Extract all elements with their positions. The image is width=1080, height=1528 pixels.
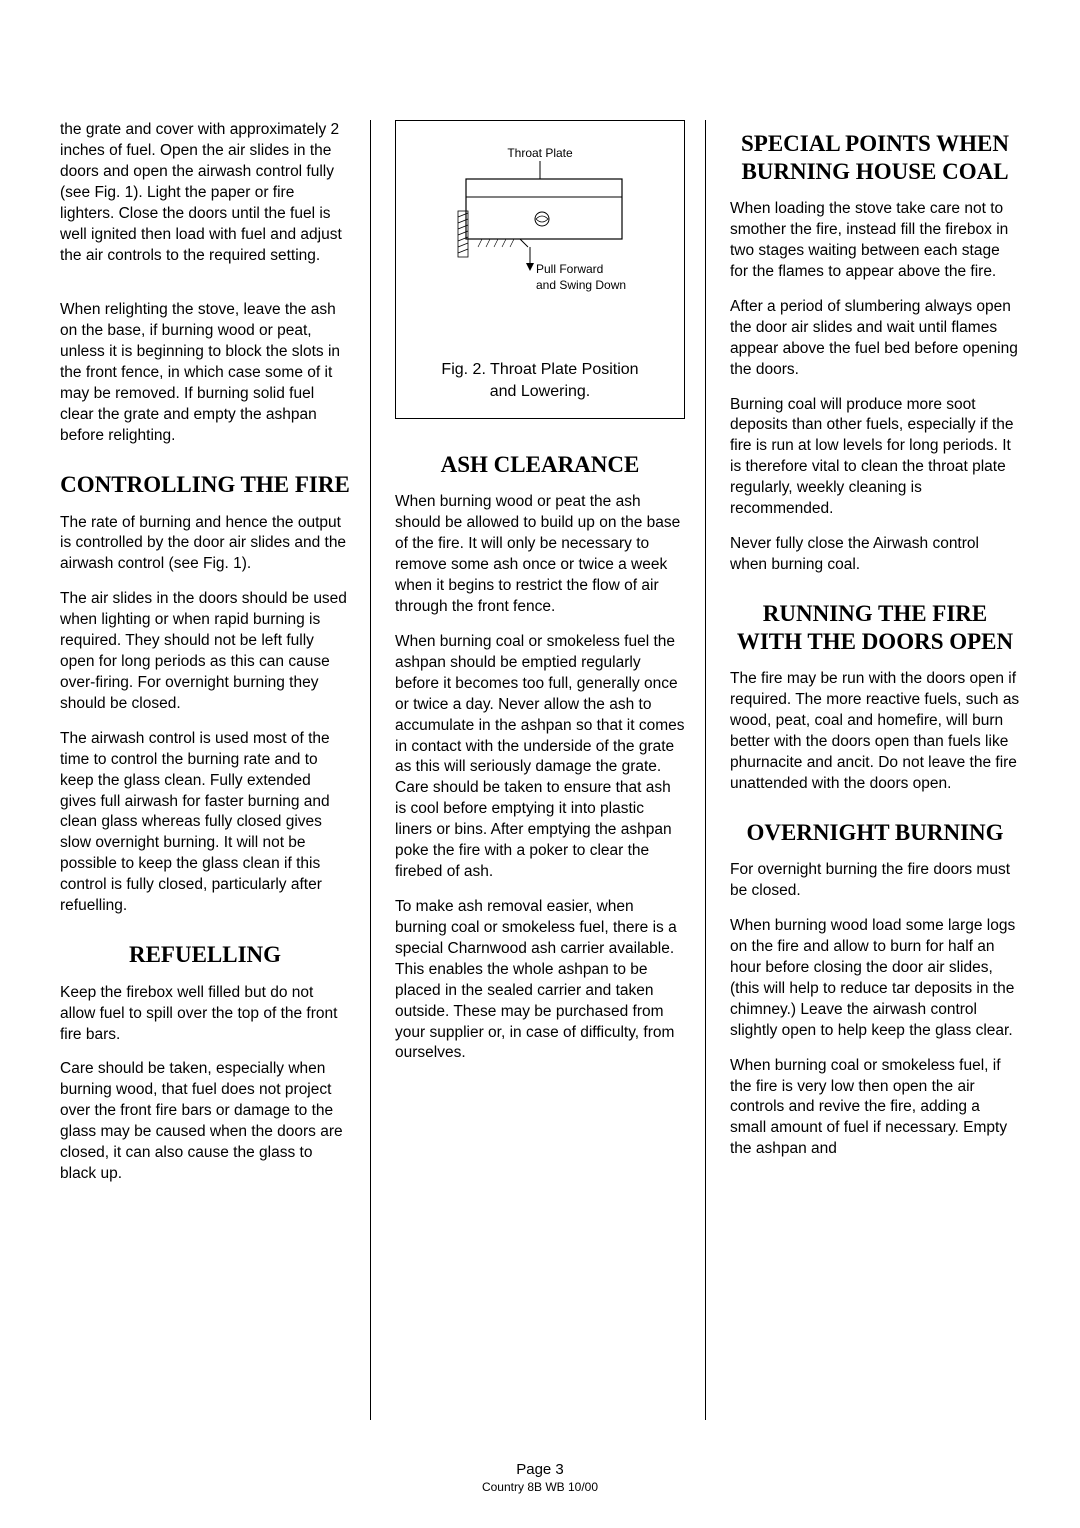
body-text: When burning wood load some large logs o… [730, 916, 1020, 1042]
doc-reference: Country 8B WB 10/00 [0, 1480, 1080, 1494]
body-text: The rate of burning and hence the output… [60, 513, 350, 576]
body-text: When burning coal or smokeless fuel, if … [730, 1056, 1020, 1161]
heading-doors-open: RUNNING THE FIRE WITH THE DOORS OPEN [730, 600, 1020, 655]
column-2: Throat Plate [395, 120, 706, 1420]
figure-2-box: Throat Plate [395, 120, 685, 419]
columns-container: the grate and cover with approximately 2… [60, 120, 1020, 1420]
column-3: SPECIAL POINTS WHEN BURNING HOUSE COAL W… [730, 120, 1020, 1420]
figure-caption: Fig. 2. Throat Plate Position [406, 359, 674, 381]
heading-controlling-fire: CONTROLLING THE FIRE [60, 471, 350, 499]
heading-special-points: SPECIAL POINTS WHEN BURNING HOUSE COAL [730, 130, 1020, 185]
figure-caption: and Lowering. [406, 381, 674, 403]
page-number: Page 3 [0, 1461, 1080, 1478]
body-text: When loading the stove take care not to … [730, 199, 1020, 283]
diagram-label: Throat Plate [507, 146, 573, 160]
body-text: Burning coal will produce more soot depo… [730, 395, 1020, 521]
heading-ash-clearance: ASH CLEARANCE [395, 451, 685, 479]
body-text: The fire may be run with the doors open … [730, 669, 1020, 795]
body-text: After a period of slumbering always open… [730, 297, 1020, 381]
body-text: For overnight burning the fire doors mus… [730, 860, 1020, 902]
throat-plate-diagram: Throat Plate [430, 139, 650, 339]
diagram-label: and Swing Down [536, 278, 626, 292]
body-text: The airwash control is used most of the … [60, 729, 350, 917]
body-text: To make ash removal easier, when burning… [395, 897, 685, 1064]
body-text: Never fully close the Airwash control wh… [730, 534, 1020, 576]
diagram-label: Pull Forward [536, 262, 603, 276]
body-text: Keep the firebox well filled but do not … [60, 983, 350, 1046]
body-text: When burning wood or peat the ash should… [395, 492, 685, 618]
column-1: the grate and cover with approximately 2… [60, 120, 371, 1420]
body-text: Care should be taken, especially when bu… [60, 1059, 350, 1185]
body-text: When relighting the stove, leave the ash… [60, 300, 350, 446]
body-text: the grate and cover with approximately 2… [60, 120, 350, 266]
body-text: The air slides in the doors should be us… [60, 589, 350, 715]
heading-refuelling: REFUELLING [60, 941, 350, 969]
heading-overnight-burning: OVERNIGHT BURNING [730, 819, 1020, 847]
body-text: When burning coal or smokeless fuel the … [395, 632, 685, 883]
page-footer: Page 3 Country 8B WB 10/00 [0, 1461, 1080, 1494]
